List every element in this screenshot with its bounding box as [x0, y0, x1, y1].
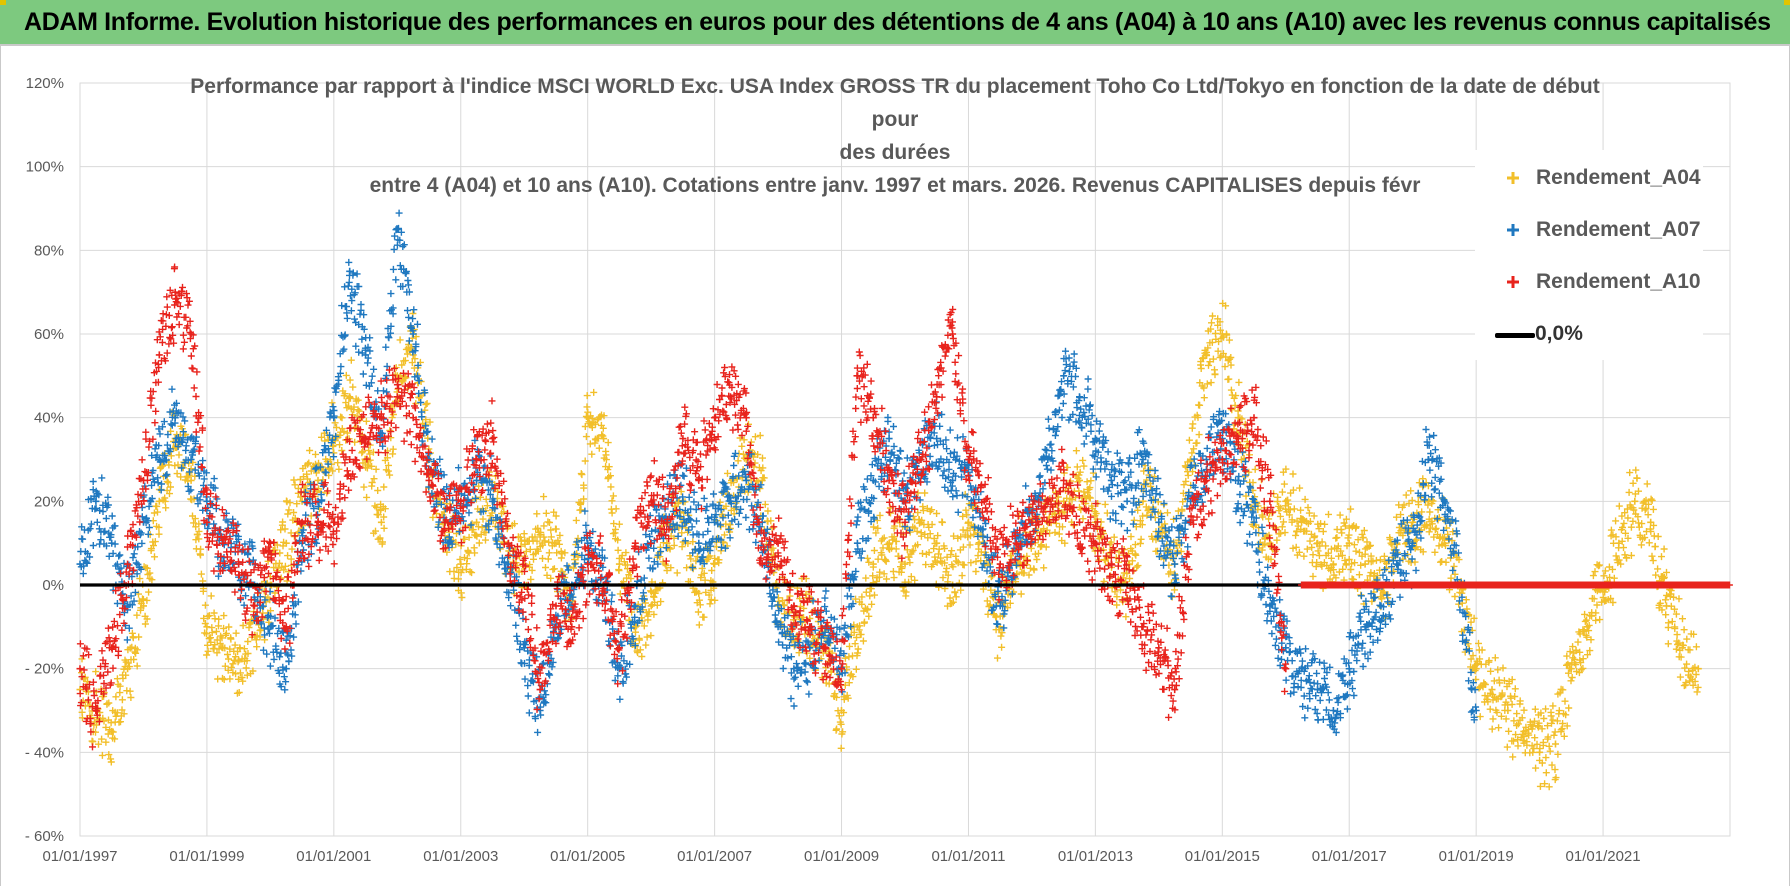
data-point [885, 435, 893, 443]
data-point [838, 665, 845, 673]
chart-legend: Rendement_A04 Rendement_A07 Rendement_A1… [1475, 150, 1703, 360]
data-point [901, 518, 909, 526]
legend-item-a07[interactable]: Rendement_A07 [1475, 216, 1703, 246]
plot-area [79, 82, 1731, 837]
report-title: ADAM Informe. Evolution historique des p… [24, 8, 1771, 36]
x-tick-label: 01/01/2019 [1439, 848, 1514, 865]
y-tick-label: - 40% [25, 744, 64, 761]
data-point [124, 560, 132, 568]
legend-label-a10: Rendement_A10 [1536, 270, 1701, 293]
y-tick-label: - 60% [25, 828, 64, 845]
x-tick-label: 01/01/2003 [423, 848, 498, 865]
plus-marker-icon [1507, 224, 1519, 236]
y-tick-label: 0% [42, 577, 64, 594]
data-point [1155, 644, 1163, 652]
x-tick-label: 01/01/2009 [804, 848, 879, 865]
legend-label-a04: Rendement_A04 [1536, 166, 1701, 189]
data-point [203, 623, 211, 631]
x-tick-label: 01/01/2021 [1566, 848, 1641, 865]
chart-title: Performance par rapport à l'indice MSCI … [185, 70, 1605, 202]
data-point [155, 351, 163, 359]
x-tick-label: 01/01/2007 [677, 848, 752, 865]
data-point [457, 560, 465, 568]
chart-title-line-3: entre 4 (A04) et 10 ans (A10). Cotations… [369, 174, 1421, 197]
banner-corner-right [1784, 0, 1790, 5]
data-point [1552, 740, 1559, 748]
legend-item-a04[interactable]: Rendement_A04 [1475, 164, 1703, 194]
y-tick-label: 120% [26, 75, 64, 92]
data-point [76, 665, 84, 673]
series-rendement_a07 [76, 209, 1480, 736]
y-tick-label: 60% [34, 326, 64, 343]
banner-corner-left [0, 0, 6, 5]
data-point [679, 435, 687, 443]
zero-tail-rendement_a10 [1298, 581, 1733, 589]
report-banner: ADAM Informe. Evolution historique des p… [0, 0, 1790, 46]
x-tick-label: 01/01/2017 [1312, 848, 1387, 865]
data-point [155, 497, 163, 505]
chart-title-line-1: Performance par rapport à l'indice MSCI … [190, 75, 1600, 131]
y-tick-label: 80% [34, 242, 64, 259]
legend-label-a07: Rendement_A07 [1536, 218, 1701, 241]
data-point [647, 602, 655, 610]
y-tick-label: 20% [34, 493, 64, 510]
data-point [282, 665, 290, 673]
data-point [1171, 560, 1179, 568]
x-tick-label: 01/01/2011 [931, 848, 1005, 865]
chart-title-line-2: des durées [839, 141, 951, 164]
data-point [695, 539, 703, 547]
data-point [1060, 372, 1068, 380]
data-point [489, 435, 496, 443]
x-tick-label: 01/01/2013 [1058, 848, 1133, 865]
data-point [1076, 518, 1083, 526]
data-point [1393, 560, 1401, 568]
data-point [425, 476, 433, 484]
data-point [1012, 539, 1020, 547]
data-point [1107, 476, 1115, 484]
scatter-cloud [76, 263, 1290, 751]
data-point [774, 539, 782, 547]
scatter-cloud [77, 209, 1480, 736]
data-point [1171, 686, 1179, 694]
data-point [1329, 707, 1337, 714]
x-tick-label: 01/01/1997 [42, 848, 117, 865]
legend-item-zero[interactable]: 0,0% [1475, 320, 1703, 350]
y-tick-label: 100% [26, 159, 64, 176]
data-point [1123, 497, 1131, 505]
data-point [108, 539, 116, 547]
data-point [631, 602, 639, 610]
data-point [1250, 518, 1258, 526]
x-tick-label: 01/01/2005 [550, 848, 625, 865]
plus-marker-icon [1507, 172, 1519, 184]
y-tick-label: - 20% [25, 661, 64, 678]
x-tick-label: 01/01/2001 [296, 848, 371, 865]
data-point [1631, 497, 1639, 505]
series-rendement_a10 [76, 263, 1290, 751]
x-tick-label: 01/01/1999 [169, 848, 244, 865]
legend-item-a10[interactable]: Rendement_A10 [1475, 268, 1703, 298]
data-point [933, 435, 941, 443]
plus-marker-icon [1507, 276, 1519, 288]
zero-line-swatch-icon [1495, 333, 1535, 338]
x-tick-label: 01/01/2015 [1185, 848, 1260, 865]
data-point [377, 518, 385, 526]
data-point [1060, 476, 1068, 484]
legend-label-zero: 0,0% [1535, 322, 1583, 345]
data-point [171, 288, 179, 296]
y-tick-label: 40% [34, 410, 64, 427]
data-point [1361, 560, 1369, 568]
data-point [473, 518, 481, 526]
